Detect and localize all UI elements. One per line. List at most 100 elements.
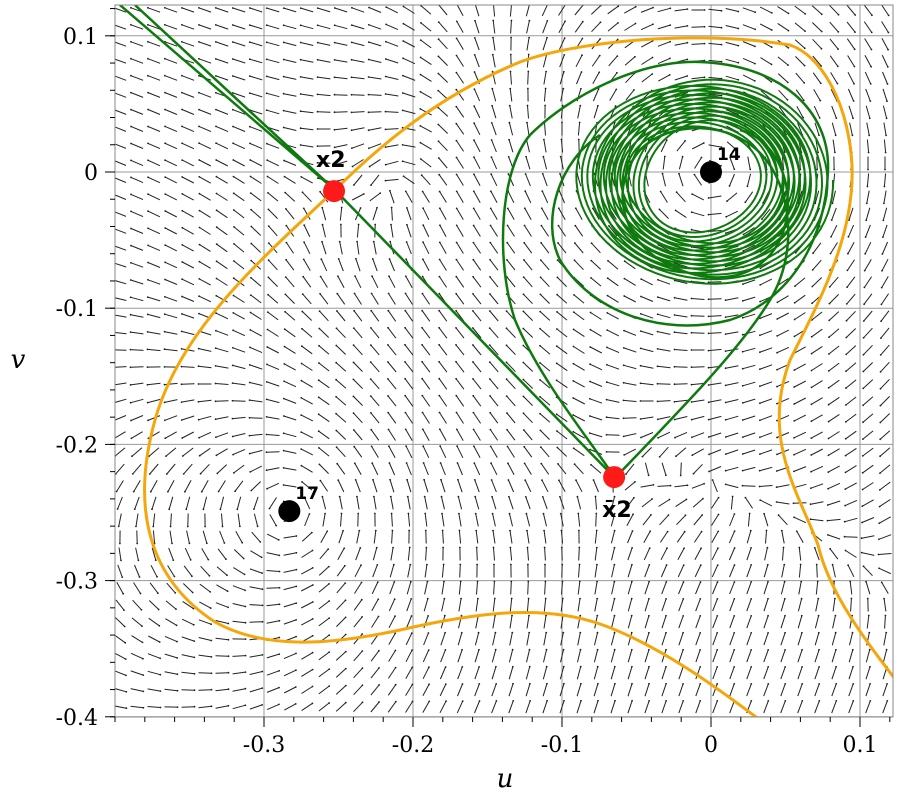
field-arrow [848,105,854,119]
field-arrowhead [328,583,330,585]
y-axis-title: v [11,345,26,375]
field-arrow [742,279,756,285]
field-arrowhead [699,598,702,600]
field-arrow [441,496,445,510]
field-arrowhead [198,312,200,315]
field-arrow [372,479,378,493]
field-arrow [164,671,178,675]
field-arrowhead [352,344,355,347]
field-arrow [147,296,161,302]
field-arrow [492,530,496,544]
field-arrow [335,668,347,678]
field-arrow [335,396,347,406]
field-arrowhead [491,53,494,56]
field-arrowhead [333,59,336,61]
field-arrow [249,671,263,675]
field-arrowhead [886,100,888,103]
field-arrow [472,293,482,305]
field-arrow [506,259,516,271]
field-arrow [882,700,888,714]
field-arrow [406,241,412,255]
field-arrow [556,294,568,304]
field-arrow [729,598,735,612]
field-arrowhead [605,398,608,401]
field-arrow [249,382,263,386]
field-arrow [164,210,178,218]
field-arrow [198,92,212,98]
field-arrowhead [372,240,375,243]
field-arrowhead [829,547,831,550]
field-arrowhead [371,462,374,464]
field-arrow [337,548,345,560]
field-arrowhead [843,535,846,538]
field-arrow [540,276,550,288]
field-arrow [387,701,397,713]
field-arrow [267,329,279,337]
field-arrow [339,207,343,221]
field-arrowhead [401,126,404,129]
field-arrow [526,615,530,629]
field-arrow [320,258,328,272]
field-arrowhead [384,128,387,131]
field-arrowhead [750,649,753,651]
plot-frame [114,4,894,718]
field-arrow [708,212,722,216]
field-arrowhead [163,401,166,404]
field-arrowhead [282,109,285,112]
field-arrowhead [878,522,881,525]
field-arrowhead [523,259,525,261]
field-arrowhead [622,347,625,349]
field-arrowhead [188,542,191,545]
field-arrowhead [311,651,314,654]
field-arrowhead [204,525,207,528]
field-arrowhead [661,172,664,175]
field-arrow [455,140,465,152]
field-arrowhead [422,462,425,464]
field-arrow [742,57,756,65]
field-arrowhead [802,99,805,102]
field-arrow [132,599,142,611]
field-arrow [695,632,701,646]
field-arrowhead [541,479,543,482]
y-tick-label: -0.2 [56,433,98,458]
field-arrow [130,331,144,335]
field-arrowhead [265,41,268,44]
field-arrowhead [634,22,637,25]
field-arrowhead [634,481,636,483]
field-arrowhead [355,257,357,260]
field-arrowhead [318,447,320,449]
field-arrowhead [640,312,642,315]
field-arrowhead [641,455,644,458]
field-arrowhead [741,350,744,353]
field-arrowhead [883,202,885,205]
field-arrowhead [597,104,599,107]
field-arrowhead [316,161,319,164]
field-arrow [814,615,820,629]
field-arrow [882,207,888,221]
field-arrowhead [421,394,424,397]
field-arrow [438,344,448,356]
field-arrowhead [328,702,330,704]
field-arrowhead [371,275,373,278]
field-arrowhead [140,608,143,611]
field-arrow [147,24,161,30]
field-arrow [492,37,496,51]
field-arrow [403,23,415,31]
field-arrow [725,449,739,455]
field-arrow [266,620,280,624]
field-arrowhead [135,525,137,528]
field-arrow [576,683,582,697]
field-arrow [777,277,789,287]
field-arrow [559,683,565,697]
field-arrow [780,615,786,629]
field-arrow [115,92,127,98]
field-arrow [865,666,871,680]
field-arrowhead [440,478,442,481]
field-arrowhead [455,139,458,142]
field-arrowhead [885,648,888,651]
field-arrowhead [113,331,115,333]
field-arrowhead [815,563,818,566]
field-arrowhead [527,563,529,566]
field-arrowhead [282,484,285,486]
field-arrow [509,88,513,102]
